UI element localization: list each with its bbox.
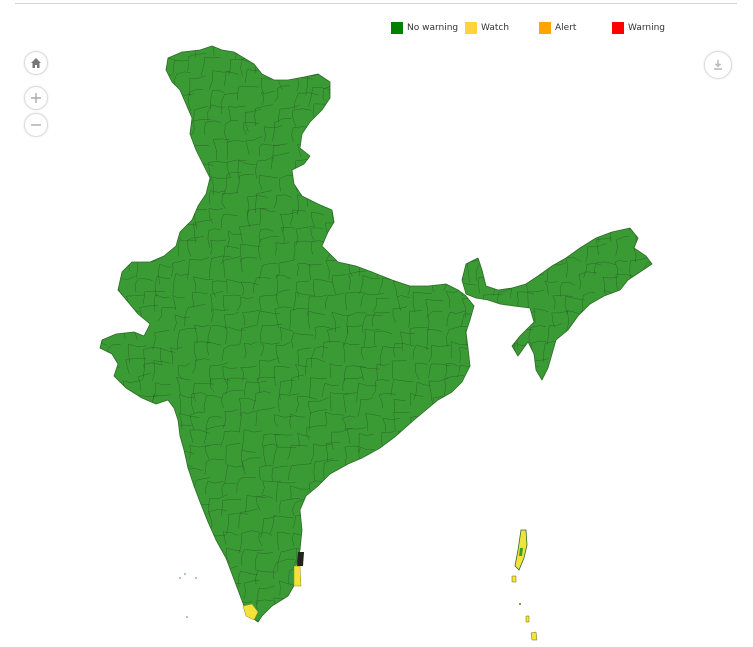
legend-label: No warning <box>407 23 459 33</box>
map-land <box>99 45 653 623</box>
islands <box>179 529 538 641</box>
nicobar-islands[interactable] <box>525 615 538 641</box>
andaman-islands-green[interactable] <box>519 548 523 556</box>
northeast-region[interactable] <box>461 227 653 381</box>
watch-region-south-tip[interactable] <box>242 603 259 621</box>
zoom-in-button[interactable] <box>24 86 48 110</box>
zoom-out-icon <box>31 124 41 126</box>
home-button[interactable] <box>24 51 48 75</box>
legend-label: Watch <box>481 23 510 33</box>
download-button[interactable] <box>704 51 732 79</box>
legend-label: Alert <box>555 23 577 33</box>
lakshadweep-dot <box>179 577 181 579</box>
legend-item-watch[interactable]: Watch <box>465 22 509 34</box>
download-icon <box>714 60 722 70</box>
home-icon <box>31 58 41 68</box>
island-dot <box>519 603 521 605</box>
mainland-region[interactable] <box>99 45 475 623</box>
legend-item-alert[interactable]: Alert <box>539 22 576 34</box>
lakshadweep-dot <box>195 577 197 579</box>
top-divider <box>15 3 737 4</box>
watch-areas <box>242 552 304 621</box>
legend-label: Warning <box>628 23 666 33</box>
legend-swatch-warning <box>612 22 624 34</box>
zoom-in-icon <box>31 93 41 103</box>
legend-item-warning[interactable]: Warning <box>612 22 665 34</box>
lakshadweep-dot <box>184 573 186 575</box>
legend-swatch-alert <box>539 22 551 34</box>
little-andaman[interactable] <box>511 575 517 583</box>
zoom-out-button[interactable] <box>24 113 48 137</box>
lakshadweep-dot <box>186 616 188 618</box>
legend-item-no-warning[interactable]: No warning <box>391 22 458 34</box>
legend-swatch-no-warning <box>391 22 403 34</box>
watch-region-east-coast[interactable] <box>293 565 302 587</box>
legend: No warning Watch Alert Warning <box>0 22 753 38</box>
legend-swatch-watch <box>465 22 477 34</box>
black-patch <box>297 552 304 566</box>
